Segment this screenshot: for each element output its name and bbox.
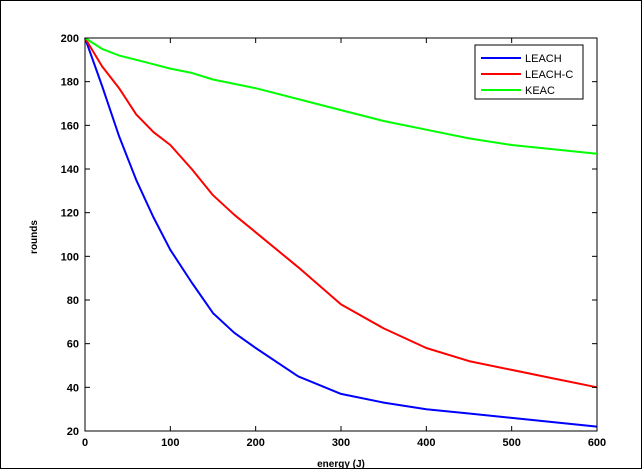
series-line-leach-c bbox=[84, 37, 598, 389]
y-tick-label: 120 bbox=[61, 208, 79, 220]
series-line-leach bbox=[84, 37, 598, 428]
legend-item-leach-c: LEACH-C bbox=[481, 69, 573, 81]
x-axis-ticks: 0 100 200 300 400 500 600 bbox=[82, 38, 606, 449]
x-tick-label: 100 bbox=[161, 437, 179, 449]
legend-label: LEACH bbox=[525, 53, 562, 65]
x-tick-label: 300 bbox=[332, 437, 350, 449]
y-tick-label: 140 bbox=[61, 164, 79, 176]
y-tick-label: 60 bbox=[67, 339, 79, 351]
series-layer bbox=[84, 37, 598, 428]
x-axis-label: energy (J) bbox=[317, 459, 365, 468]
x-tick-label: 200 bbox=[246, 437, 264, 449]
x-tick-label: 500 bbox=[502, 437, 520, 449]
y-tick-label: 20 bbox=[67, 426, 79, 438]
x-tick-label: 600 bbox=[588, 437, 606, 449]
y-tick-label: 80 bbox=[67, 295, 79, 307]
legend-items: LEACH LEACH-C KEAC bbox=[481, 53, 573, 97]
y-axis-label: rounds bbox=[29, 220, 40, 254]
y-axis-ticks: 20 40 60 80 100 120 140 160 180 200 bbox=[61, 33, 597, 438]
legend-label: KEAC bbox=[525, 85, 555, 97]
legend: LEACH LEACH-C KEAC bbox=[474, 44, 584, 100]
x-tick-label: 400 bbox=[417, 437, 435, 449]
legend-item-leach: LEACH bbox=[481, 53, 562, 65]
legend-item-keac: KEAC bbox=[481, 85, 555, 97]
plot-area bbox=[84, 37, 598, 432]
y-tick-label: 160 bbox=[61, 120, 79, 132]
y-tick-label: 40 bbox=[67, 382, 79, 394]
y-tick-label: 180 bbox=[61, 77, 79, 89]
legend-label: LEACH-C bbox=[525, 69, 573, 81]
series-line-keac bbox=[84, 37, 598, 155]
x-tick-label: 0 bbox=[82, 437, 88, 449]
y-tick-label: 200 bbox=[61, 33, 79, 45]
y-tick-label: 100 bbox=[61, 251, 79, 263]
